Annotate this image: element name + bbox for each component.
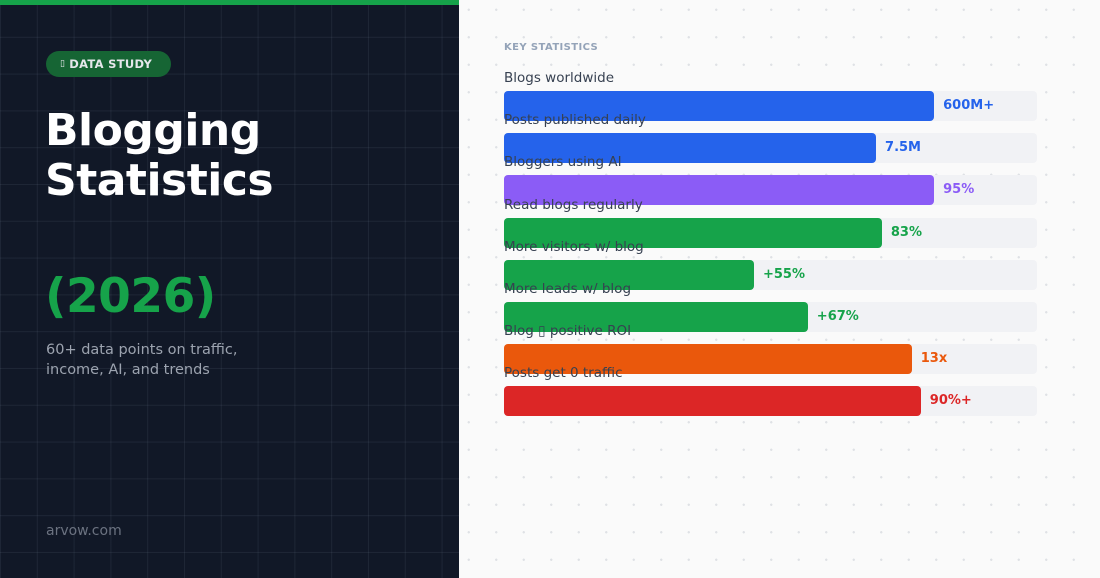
site-url: arvow.com — [46, 523, 122, 539]
bar-track: +67% — [504, 301, 1037, 332]
stat-value: 7.5M — [885, 140, 921, 156]
stat-bar — [504, 91, 935, 121]
stat-label: More visitors w/ blog — [504, 238, 644, 255]
stat-label: Posts get 0 traffic — [504, 365, 623, 382]
stat-value: 90%+ — [929, 393, 972, 409]
badge-label: DATA STUDY — [69, 57, 153, 71]
title-line-1: Blogging — [45, 105, 261, 156]
stat-row: More leads w/ blog +67% — [504, 280, 1037, 332]
stat-bar — [504, 217, 882, 248]
stat-label: Read blogs regularly — [504, 196, 643, 213]
bar-track: 90%+ — [504, 386, 1037, 417]
stat-value: +55% — [762, 266, 805, 282]
stat-value: 600M+ — [943, 98, 995, 113]
stat-label: Bloggers using AI — [504, 154, 622, 171]
stat-value: +67% — [816, 308, 859, 324]
stat-value: 95% — [943, 182, 975, 198]
left-panel: ▯ DATA STUDY Blogging Statistics (2026) … — [0, 0, 459, 578]
bar-track: 7.5M — [504, 133, 1037, 164]
stat-row: Posts get 0 traffic 90%+ — [504, 364, 1037, 417]
title-line-2: Statistics — [45, 155, 274, 206]
stat-bar — [504, 344, 912, 375]
stat-bar — [504, 386, 921, 417]
subtitle: 60+ data points on traffic, income, AI, … — [46, 342, 238, 378]
stat-row: Blogs worldwide 600M+ — [504, 69, 1037, 121]
bar-track: 83% — [504, 217, 1037, 248]
stat-bar — [504, 133, 877, 164]
section-label: KEY STATISTICS — [504, 42, 599, 53]
bar-track: 95% — [504, 175, 1037, 206]
stat-bar — [504, 259, 754, 290]
page-title: Blogging Statistics — [45, 105, 274, 206]
chart-icon: ▯ — [60, 59, 66, 69]
stat-row: Posts published daily 7.5M — [504, 111, 1037, 164]
stat-row: More visitors w/ blog +55% — [504, 238, 1037, 290]
stat-label: Posts published daily — [504, 112, 646, 129]
stat-label: Blog ▯ positive ROI — [504, 323, 632, 340]
bar-track: +55% — [504, 259, 1037, 290]
year-heading: (2026) — [45, 269, 216, 324]
data-study-badge: ▯ DATA STUDY — [46, 51, 171, 77]
stat-row: Read blogs regularly 83% — [504, 196, 1037, 248]
stat-bar-chart: Blogs worldwide 600M+ Posts published da… — [504, 69, 1037, 417]
stat-value: 83% — [890, 224, 923, 240]
stat-bar — [504, 301, 808, 332]
stat-value: 13x — [920, 351, 948, 367]
stat-label: Blogs worldwide — [504, 70, 615, 86]
bar-track: 600M+ — [504, 91, 1037, 121]
stat-row: Bloggers using AI 95% — [504, 153, 1037, 206]
accent-strip — [0, 0, 459, 5]
bar-track: 13x — [504, 344, 1037, 375]
stat-label: More leads w/ blog — [504, 280, 632, 297]
stat-row: Blog ▯ positive ROI 13x — [504, 322, 1037, 375]
stat-bar — [504, 175, 935, 206]
